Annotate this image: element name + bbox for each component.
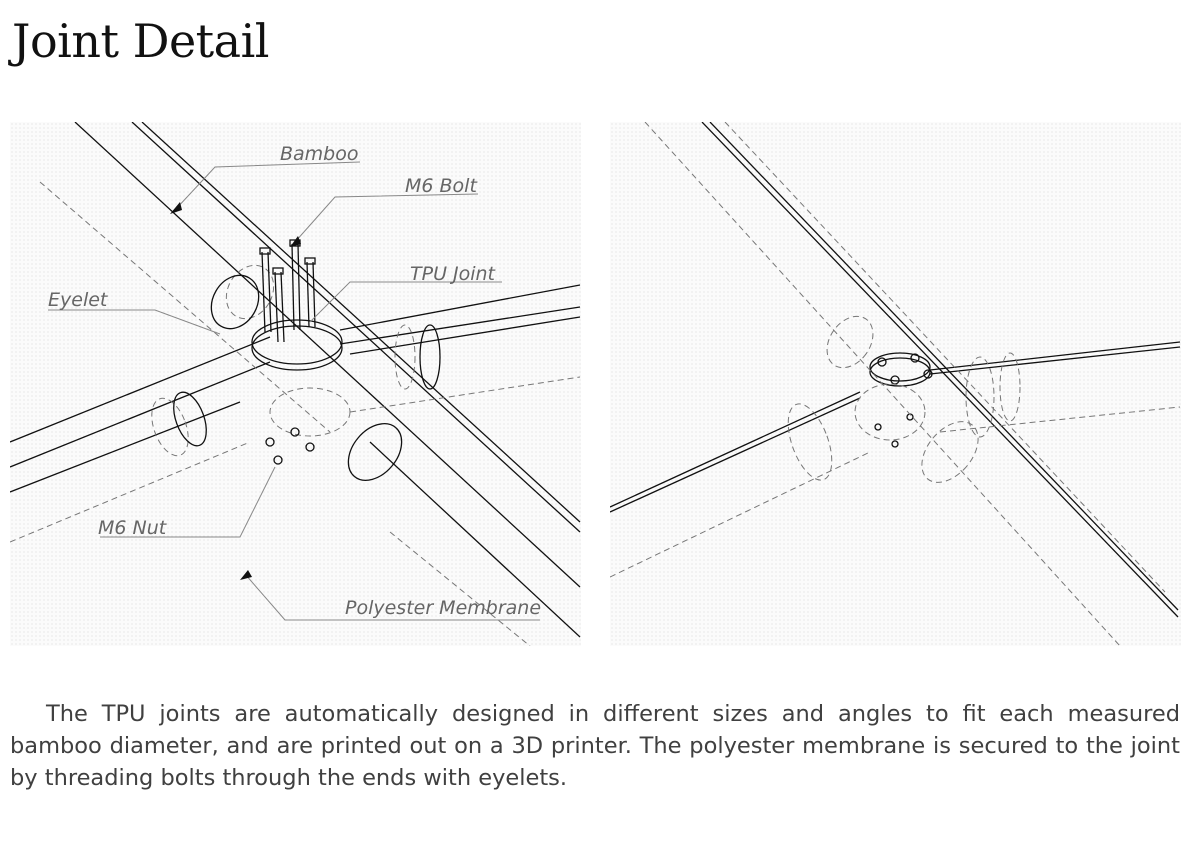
joint-drawing-svg: Bamboo M6 Bolt TPU Joint Eyelet M6 Nut P… [10,122,581,646]
nut [265,437,275,447]
tpu-joint-disc [251,319,343,365]
joint-assembled-svg [610,122,1181,646]
page-title: Joint Detail [12,14,270,68]
membrane-label: Polyester Membrane [345,597,541,619]
bamboo-tube-edge [74,122,581,588]
nut-label: M6 Nut [98,517,168,539]
caption-paragraph: The TPU joints are automatically designe… [10,701,1180,791]
bamboo-label: Bamboo [280,143,359,165]
eyelet-label: Eyelet [48,289,109,311]
bolt-shaft [261,251,266,333]
joint-drawing-assembled [610,122,1181,646]
bolt-label: M6 Bolt [405,175,478,197]
joint-drawing-annotated: Bamboo M6 Bolt TPU Joint Eyelet M6 Nut P… [10,122,581,646]
bamboo-tube-edge [10,336,271,443]
tpu-joint-label: TPU Joint [410,263,497,285]
